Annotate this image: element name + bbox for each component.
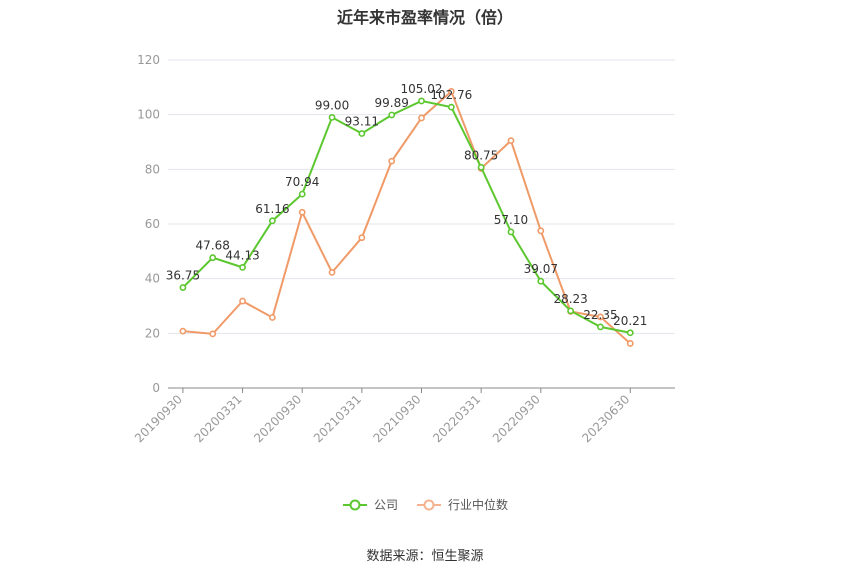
data-label: 93.11	[345, 114, 379, 128]
y-tick-label: 80	[145, 162, 160, 176]
data-point-company	[239, 263, 246, 271]
data-point-company	[388, 111, 396, 119]
data-label: 61.16	[255, 202, 289, 216]
data-point-company	[298, 190, 306, 198]
data-source: 数据来源：恒生聚源	[366, 549, 484, 564]
x-tick-label: 20210930	[371, 392, 424, 445]
x-tick-label: 20190930	[132, 392, 185, 445]
data-point-company	[268, 217, 276, 225]
y-tick-label: 20	[145, 326, 160, 340]
series-line-company	[182, 99, 631, 334]
data-point-industry	[388, 157, 396, 165]
legend-marker-industry	[417, 499, 441, 510]
data-label: 47.68	[196, 239, 230, 253]
y-tick-label: 60	[145, 217, 160, 231]
y-tick-label: 0	[152, 381, 160, 395]
data-point-company	[567, 307, 575, 315]
data-label: 70.94	[285, 175, 319, 189]
data-label: 99.89	[374, 96, 408, 110]
data-point-company	[358, 130, 366, 137]
data-point-industry	[358, 234, 366, 242]
data-label: 36.75	[166, 269, 200, 283]
data-point-company	[477, 163, 485, 171]
data-point-industry	[328, 268, 336, 276]
data-label: 20.21	[613, 314, 647, 328]
data-label: 28.23	[553, 292, 587, 306]
data-label: 57.10	[494, 213, 528, 227]
series-line-industry	[182, 89, 631, 345]
chart-title: 近年来市盈率情况（倍）	[336, 8, 513, 27]
data-point-industry	[179, 327, 187, 335]
x-tick-label: 20230630	[579, 392, 632, 445]
data-point-company	[537, 277, 545, 285]
data-point-industry	[626, 340, 634, 347]
data-point-company	[209, 254, 217, 262]
data-point-industry	[268, 314, 276, 321]
data-point-company	[179, 284, 187, 291]
x-tick-label: 20200331	[192, 392, 245, 445]
data-point-industry	[418, 114, 425, 122]
data-label: 44.13	[225, 248, 259, 262]
legend-label-company: 公司	[373, 498, 398, 512]
data-point-company	[447, 103, 455, 111]
data-label: 22.35	[583, 308, 617, 322]
y-tick-label: 120	[137, 53, 160, 67]
data-label: 105.02	[401, 82, 443, 96]
data-point-industry	[507, 137, 515, 145]
x-tick-label: 20220930	[490, 392, 543, 445]
legend-item-company[interactable]: 公司	[342, 496, 398, 513]
legend-item-industry[interactable]: 行业中位数	[416, 496, 508, 513]
data-point-industry	[597, 313, 604, 321]
x-tick-label: 20200930	[251, 392, 304, 445]
data-point-industry	[298, 208, 306, 216]
x-tick-label: 20220331	[430, 392, 483, 445]
legend: 公司 行业中位数	[0, 496, 850, 513]
data-point-industry	[537, 227, 545, 235]
data-point-company	[328, 114, 336, 121]
legend-label-industry: 行业中位数	[448, 498, 509, 512]
y-tick-label: 40	[145, 272, 160, 286]
data-point-industry	[447, 88, 455, 95]
data-point-company	[507, 228, 515, 236]
x-tick-label: 20210331	[311, 392, 364, 445]
data-point-industry	[239, 297, 246, 305]
y-tick-label: 100	[137, 108, 160, 122]
data-label: 39.07	[524, 262, 558, 276]
data-label: 102.76	[430, 88, 472, 102]
data-point-industry	[209, 330, 217, 338]
data-point-company	[626, 329, 634, 337]
data-point-company	[597, 323, 604, 331]
data-label: 99.00	[315, 98, 349, 112]
data-label: 80.75	[464, 148, 498, 162]
legend-marker-company	[342, 499, 367, 510]
data-point-company	[418, 97, 425, 105]
